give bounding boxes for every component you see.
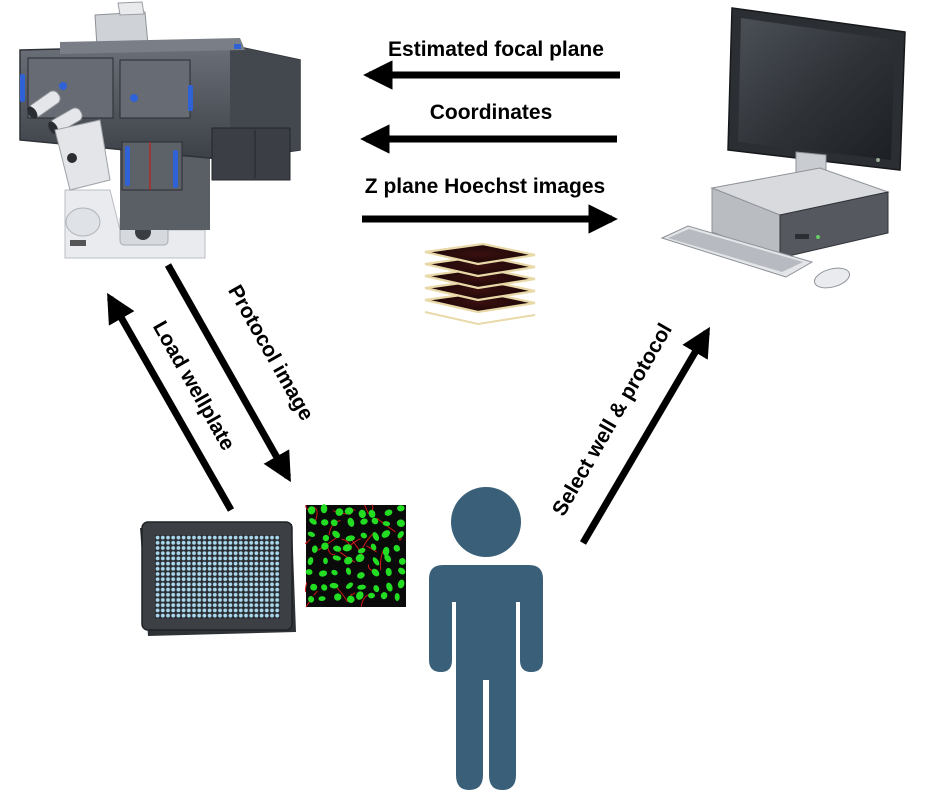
cell-nucleus (308, 596, 315, 603)
membrane-trace (364, 504, 369, 514)
cell-nucleus (373, 585, 380, 593)
cell-nucleus (321, 584, 328, 591)
membrane-trace (350, 592, 356, 596)
cell-nucleus (332, 555, 341, 561)
cell-nucleus (332, 530, 340, 539)
cell-nucleus (368, 509, 376, 518)
cell-nucleus (335, 508, 344, 516)
cell-nucleus (372, 532, 380, 541)
cell-nucleus (310, 583, 318, 591)
cell-nucleus (380, 592, 388, 600)
membrane-trace (339, 551, 356, 563)
cell-nucleus (397, 505, 405, 512)
label-protocol-image: Protocol image (223, 281, 318, 424)
cell-nucleus (356, 591, 364, 600)
cell-nucleus (320, 504, 328, 514)
membrane-trace (379, 551, 384, 571)
cell-nucleus (323, 557, 328, 565)
arrow-select-well-protocol: Select well & protocol (548, 320, 711, 545)
cell-nucleus (368, 592, 375, 599)
cell-nucleus (381, 530, 391, 538)
cell-nucleus (311, 545, 318, 553)
label-z-plane-hoechst-images: Z plane Hoechst images (365, 175, 605, 198)
arrow-coordinates: Coordinates (360, 101, 617, 154)
cell-nucleus (307, 557, 314, 566)
cell-nucleus (330, 519, 338, 527)
wellplate-icon (140, 521, 296, 636)
label-estimated-focal-plane: Estimated focal plane (388, 38, 604, 61)
cell-nucleus (345, 582, 354, 589)
cell-nucleus (358, 509, 366, 519)
cell-nucleus (331, 569, 338, 576)
cell-nucleus (318, 570, 328, 577)
arrow-estimated-focal-plane: Estimated focal plane (363, 38, 620, 90)
cell-nucleus (397, 579, 405, 589)
cell-nucleus (321, 542, 329, 550)
cell-nucleus (345, 535, 355, 542)
cell-nucleus (347, 595, 355, 603)
cell-nucleus (394, 593, 400, 601)
membrane-trace (398, 537, 402, 541)
cell-nucleus (386, 582, 393, 592)
label-coordinates: Coordinates (430, 101, 553, 124)
cell-nucleus (318, 596, 326, 602)
microscope-icon (19, 1, 301, 259)
cell-nucleus (396, 519, 405, 527)
cell-nucleus (371, 568, 380, 577)
cell-nucleus (360, 532, 368, 539)
membrane-trace (305, 539, 311, 545)
cell-nucleus (307, 531, 316, 537)
cell-nucleus (382, 521, 391, 527)
cell-nucleus (372, 557, 380, 566)
cell-nucleus (309, 518, 317, 525)
cell-nucleus (347, 517, 355, 527)
cell-nucleus (398, 567, 406, 575)
cell-nucleus (344, 556, 353, 565)
membrane-trace (313, 590, 318, 596)
computer-workstation-icon (660, 7, 906, 289)
cell-nucleus (345, 567, 352, 575)
cell-nucleus (385, 567, 392, 577)
membrane-trace (376, 517, 396, 533)
cell-nucleus (371, 517, 379, 525)
cell-nucleus (397, 531, 404, 539)
cell-nucleus (342, 544, 352, 552)
cell-nucleus (321, 519, 329, 526)
cell-nucleus (370, 543, 377, 551)
cell-nucleus (334, 593, 342, 601)
membrane-trace (366, 545, 377, 553)
person-icon (429, 487, 543, 790)
cell-nucleus (344, 507, 354, 515)
cell-nucleus (333, 545, 342, 552)
cell-nucleus (384, 509, 393, 516)
image-stack-icon (424, 242, 536, 326)
cell-nucleus (393, 544, 401, 552)
cell-nucleus (329, 582, 339, 589)
cell-nucleus (384, 554, 392, 563)
cell-nucleus (357, 584, 366, 590)
cell-nucleus (398, 558, 406, 565)
membrane-trace (313, 506, 318, 521)
membrane-trace (304, 582, 308, 593)
arrow-z-plane-hoechst-images: Z plane Hoechst images (362, 175, 618, 234)
cell-nucleus (360, 518, 368, 525)
arrow-load-wellplate: Load wellplate (106, 292, 239, 512)
cell-nucleus (357, 547, 366, 554)
cell-nucleus (382, 546, 390, 556)
cell-nucleus (355, 554, 365, 562)
cell-image-icon (304, 504, 406, 608)
cell-nucleus (322, 534, 330, 542)
cell-nucleus (307, 506, 316, 515)
cell-nucleus (305, 569, 313, 575)
cell-nucleus (357, 572, 365, 579)
